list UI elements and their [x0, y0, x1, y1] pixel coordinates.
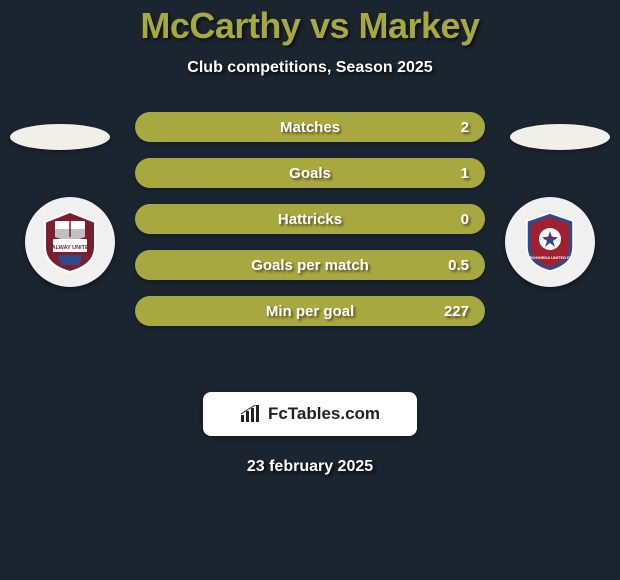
svg-text:DROGHEDA UNITED F.C: DROGHEDA UNITED F.C	[527, 255, 573, 260]
team-badge-left: GALWAY UNITED	[25, 197, 115, 287]
stat-bar-goals: Goals 1	[135, 158, 485, 188]
page-title: McCarthy vs Markey	[0, 5, 620, 47]
subtitle: Club competitions, Season 2025	[0, 59, 620, 77]
stat-bar-min-per-goal: Min per goal 227	[135, 296, 485, 326]
brand-text: FcTables.com	[268, 404, 380, 424]
player-silhouette-right	[510, 124, 610, 150]
team-badge-right: DROGHEDA UNITED F.C	[505, 197, 595, 287]
svg-text:GALWAY UNITED: GALWAY UNITED	[47, 245, 92, 251]
drogheda-crest-icon: DROGHEDA UNITED F.C	[515, 207, 585, 277]
widget-container: McCarthy vs Markey Club competitions, Se…	[0, 0, 620, 476]
stat-value: 1	[461, 165, 469, 182]
galway-crest-icon: GALWAY UNITED	[35, 207, 105, 277]
stat-value: 0.5	[448, 257, 469, 274]
stat-bar-matches: Matches 2	[135, 112, 485, 142]
stat-bar-hattricks: Hattricks 0	[135, 204, 485, 234]
brand-logo-box[interactable]: FcTables.com	[203, 392, 417, 436]
comparison-area: GALWAY UNITED DROGHEDA UNITED F.C Matche…	[0, 112, 620, 372]
stat-value: 227	[444, 303, 469, 320]
stat-label: Goals	[289, 165, 331, 182]
stat-bar-goals-per-match: Goals per match 0.5	[135, 250, 485, 280]
bars-chart-icon	[240, 405, 262, 423]
stats-column: Matches 2 Goals 1 Hattricks 0 Goals per …	[135, 112, 485, 342]
stat-value: 2	[461, 119, 469, 136]
stat-label: Goals per match	[251, 257, 369, 274]
stat-value: 0	[461, 211, 469, 228]
stat-label: Hattricks	[278, 211, 342, 228]
player-silhouette-left	[10, 124, 110, 150]
stat-label: Min per goal	[266, 303, 354, 320]
stat-label: Matches	[280, 119, 340, 136]
date-line: 23 february 2025	[0, 458, 620, 476]
